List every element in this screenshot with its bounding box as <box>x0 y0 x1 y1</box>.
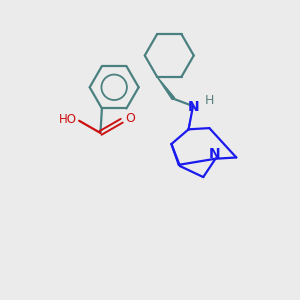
Text: N: N <box>188 100 200 114</box>
Text: HO: HO <box>59 113 77 126</box>
Text: N: N <box>209 147 221 161</box>
Text: O: O <box>125 112 135 125</box>
Text: H: H <box>205 94 214 107</box>
Polygon shape <box>157 77 175 100</box>
